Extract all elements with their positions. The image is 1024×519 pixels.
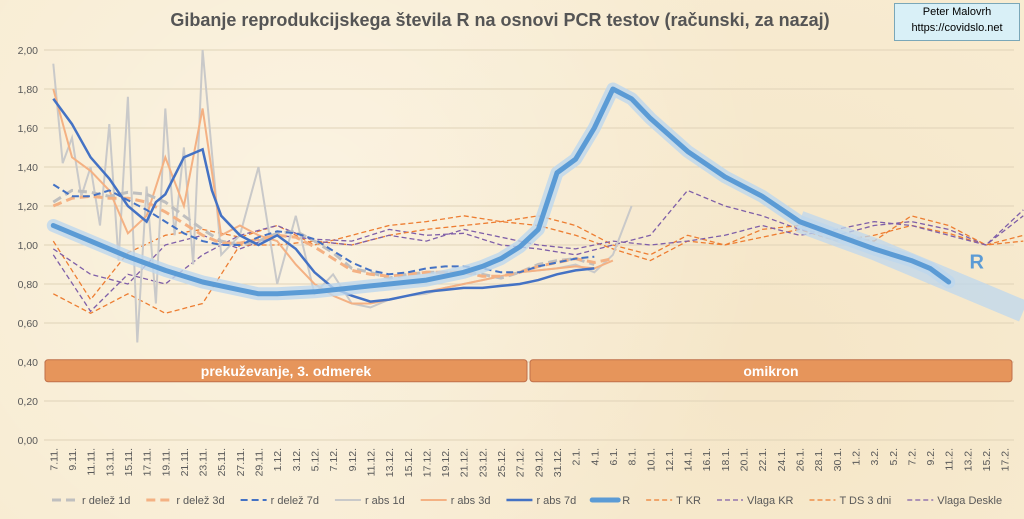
x-tick-label: 18.1.	[720, 448, 732, 471]
y-tick-label: 1,40	[18, 162, 39, 174]
legend-label: r delež 1d	[82, 495, 130, 507]
x-tick-label: 21.11.	[179, 448, 191, 476]
r-series-label: R	[969, 251, 984, 273]
legend-label: r abs 7d	[536, 495, 576, 507]
x-tick-label: 8.1.	[627, 448, 639, 466]
y-tick-label: 2,00	[18, 45, 39, 57]
legend-label: T KR	[676, 495, 701, 507]
x-tick-label: 6.1.	[608, 448, 620, 466]
period-band	[529, 359, 1013, 383]
x-tick-label: 21.12.	[459, 448, 471, 477]
x-tick-label: 7.12.	[328, 448, 340, 471]
x-tick-label: 15.12.	[403, 448, 415, 477]
x-axis: 7.11. 9.11. 11.11. 13.11. 15.11. 17.11. 19.11.…	[48, 448, 1011, 477]
period-band-label: omikron	[743, 363, 798, 379]
series-r	[50, 86, 952, 297]
y-tick-label: 1,60	[18, 123, 39, 135]
x-tick-label: 17.12.	[421, 448, 433, 477]
x-tick-label: 20.1.	[739, 448, 751, 471]
x-tick-label: 22.1.	[757, 448, 769, 471]
x-tick-label: 11.12.	[365, 448, 377, 476]
y-tick-label: 1,00	[18, 240, 39, 252]
x-tick-label: 3.12.	[291, 448, 303, 471]
x-tick-label: 24.1.	[776, 448, 788, 471]
x-tick-label: 9.2.	[925, 448, 937, 466]
x-tick-label: 30.1.	[832, 448, 844, 471]
credit-box: Peter Malovrh https://covidslo.net	[894, 3, 1020, 41]
credit-author: Peter Malovrh	[922, 6, 992, 18]
x-tick-label: 29.12.	[533, 448, 545, 477]
x-tick-label: 15.2.	[981, 448, 993, 471]
x-tick-label: 25.12.	[496, 448, 508, 477]
x-tick-label: 7.11.	[48, 448, 60, 471]
x-tick-label: 10.1.	[645, 448, 657, 471]
x-tick-label: 9.12.	[347, 448, 359, 471]
period-band	[44, 359, 528, 383]
x-tick-label: 23.11.	[198, 448, 210, 476]
chart-title: Gibanje reprodukcijskega števila R na os…	[170, 10, 830, 30]
period-bands: prekuževanje, 3. odmerek omikron	[44, 359, 1013, 383]
x-tick-label: 13.2.	[962, 448, 974, 471]
x-tick-label: 11.2.	[944, 448, 956, 471]
series-vlaga-kr	[52, 189, 1024, 285]
legend-label: r delež 7d	[271, 495, 319, 507]
legend-label: r abs 3d	[451, 495, 491, 507]
x-tick-label: 1.2.	[850, 448, 862, 466]
y-tick-label: 0,80	[18, 279, 39, 291]
x-tick-label: 11.11.	[86, 448, 98, 476]
x-tick-label: 29.11.	[254, 448, 266, 476]
legend-label: r abs 1d	[365, 495, 405, 507]
y-axis: 0,00 0,20 0,40 0,60 0,80 1,00 1,20 1,40 1,60 1,80…	[18, 45, 39, 447]
x-tick-label: 26.1.	[794, 448, 806, 471]
x-tick-label: 16.1.	[701, 448, 713, 471]
x-tick-label: 12.1.	[664, 448, 676, 471]
x-tick-label: 17.11.	[142, 448, 154, 476]
x-tick-label: 7.2.	[906, 448, 918, 466]
x-tick-label: 28.1.	[813, 448, 825, 471]
legend: r delež 1d r delež 3d r delež 7d r abs 1d r …	[52, 495, 1002, 507]
series-r-abs-3d	[52, 88, 614, 305]
x-tick-label: 25.11.	[216, 448, 228, 476]
legend-label: T DS 3 dni	[839, 495, 891, 507]
y-tick-label: 0,60	[18, 318, 39, 330]
x-tick-label: 31.12.	[552, 448, 564, 477]
x-tick-label: 3.2.	[869, 448, 881, 466]
legend-label: Vlaga Deskle	[937, 495, 1002, 507]
x-tick-label: 15.11.	[123, 448, 135, 476]
y-tick-label: 0,00	[18, 435, 39, 447]
x-tick-label: 19.11.	[160, 448, 172, 476]
credit-url: https://covidslo.net	[911, 22, 1003, 34]
series-lines	[46, 49, 1024, 343]
series-vlaga-deskle	[52, 215, 1024, 313]
x-tick-label: 14.1.	[683, 448, 695, 471]
x-tick-label: 27.12.	[515, 448, 527, 477]
y-tick-label: 1,80	[18, 84, 39, 96]
x-tick-label: 13.11.	[104, 448, 116, 476]
x-tick-label: 5.2.	[888, 448, 900, 466]
x-tick-label: 1.12.	[272, 448, 284, 471]
series-r-dele-1d	[52, 188, 595, 280]
x-tick-label: 23.12.	[477, 448, 489, 477]
x-tick-label: 13.12.	[384, 448, 396, 477]
y-tick-label: 0,40	[18, 357, 39, 369]
r-label-group: R	[969, 251, 984, 273]
y-tick-label: 1,20	[18, 201, 39, 213]
period-band-label: prekuževanje, 3. odmerek	[201, 363, 372, 379]
x-tick-label: 4.1.	[589, 448, 601, 466]
x-tick-label: 5.12.	[309, 448, 321, 471]
legend-label: r delež 3d	[176, 495, 224, 507]
legend-label: Vlaga KR	[747, 495, 794, 507]
legend-label: R	[622, 495, 630, 507]
x-tick-label: 9.11.	[67, 448, 79, 471]
series-r-abs-7d	[52, 98, 595, 303]
x-tick-label: 27.11.	[235, 448, 247, 476]
y-tick-label: 0,20	[18, 396, 39, 408]
x-tick-label: 19.12.	[440, 448, 452, 477]
x-tick-label: 2.1.	[571, 448, 583, 466]
x-tick-label: 17.2.	[1000, 448, 1012, 471]
